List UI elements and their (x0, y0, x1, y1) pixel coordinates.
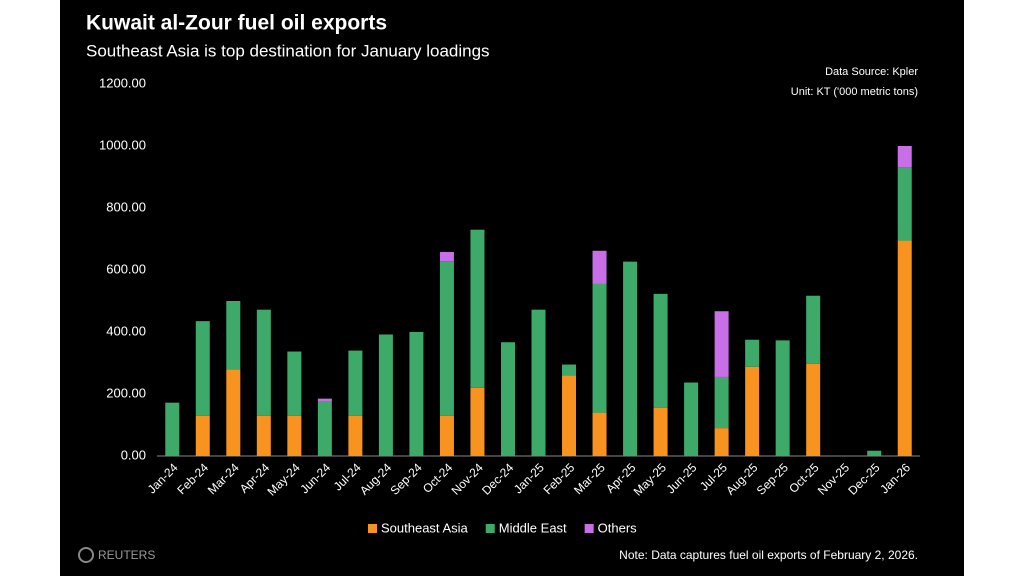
bar-segment (256, 415, 271, 456)
y-tick-label: 800.00 (106, 199, 146, 214)
bar-segment (470, 229, 485, 388)
logo (78, 547, 94, 563)
bar-segment (348, 350, 363, 416)
bar-segment (439, 252, 454, 262)
bar-segment (897, 240, 912, 456)
bar-segment (226, 369, 241, 456)
bar-segment (348, 415, 363, 456)
source: Data Source: Kpler (825, 66, 918, 78)
bar-segment (714, 428, 729, 456)
bar-segment (439, 261, 454, 416)
chart-title: Kuwait al-Zour fuel oil exports (86, 12, 387, 35)
bar-segment (317, 398, 332, 402)
y-tick-label: 1200.00 (99, 75, 146, 90)
bar-segment (592, 283, 607, 413)
legend-label: Others (598, 520, 638, 535)
bar-segment (378, 334, 393, 456)
bar-segment (256, 309, 271, 416)
bar-segment (745, 339, 760, 367)
bar-segment (897, 167, 912, 241)
y-tick-label: 400.00 (106, 323, 146, 338)
legend-swatch (485, 524, 495, 533)
legend-swatch (368, 524, 377, 533)
bar-segment (714, 311, 729, 377)
bar-segment (684, 382, 699, 456)
y-tick-label: 200.00 (106, 385, 146, 400)
bar-segment (409, 332, 424, 456)
legend-swatch (584, 524, 594, 533)
bar-segment (867, 450, 882, 456)
bar-segment (714, 376, 729, 429)
bar-segment (470, 387, 485, 456)
bar-segment (592, 412, 607, 456)
bar-segment (775, 340, 790, 456)
unit: Unit: KT ('000 metric tons) (791, 86, 918, 98)
panel (60, 0, 964, 576)
note: Note: Data captures fuel oil exports of … (619, 548, 918, 562)
chart-subtitle: Southeast Asia is top destination for Ja… (86, 41, 490, 60)
bar-segment (897, 146, 912, 168)
bar-segment (287, 415, 302, 456)
bar-segment (195, 415, 210, 456)
bar-segment (317, 401, 332, 456)
bar-segment (226, 301, 241, 370)
bar-segment (195, 321, 210, 416)
bar-segment (500, 342, 515, 456)
y-tick-label: 0.00 (121, 447, 146, 462)
bar-segment (531, 309, 546, 456)
legend-label: Southeast Asia (381, 520, 468, 535)
bar-segment (562, 375, 577, 456)
bar-segment (806, 363, 821, 456)
credit: REUTERS (98, 548, 155, 562)
bar-segment (165, 402, 180, 456)
bar-segment (745, 366, 760, 456)
bar-segment (592, 250, 607, 284)
bar-segment (653, 407, 668, 456)
y-tick-label: 600.00 (106, 261, 146, 276)
bar-segment (562, 364, 577, 376)
bar-segment (623, 261, 638, 456)
bar-segment (806, 295, 821, 364)
bar-segment (653, 293, 668, 408)
legend-label: Middle East (499, 520, 567, 535)
bar-segment (287, 351, 302, 416)
y-tick-label: 1000.00 (99, 137, 146, 152)
bar-segment (439, 415, 454, 456)
